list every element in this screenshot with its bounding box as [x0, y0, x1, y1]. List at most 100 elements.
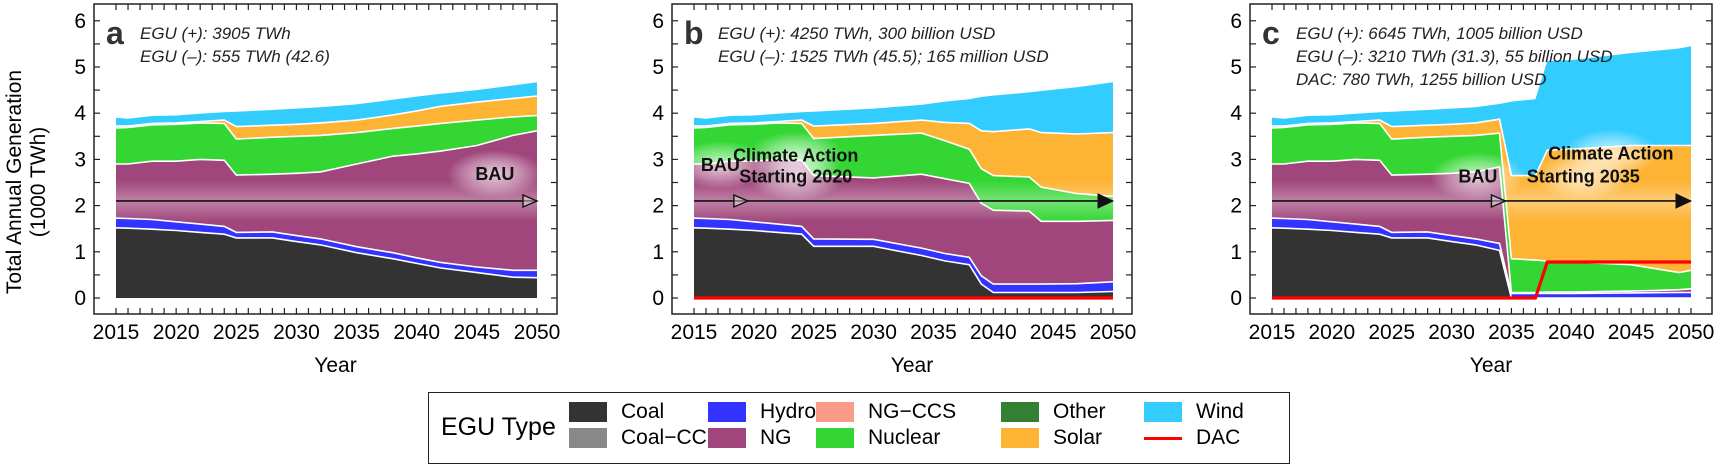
arrow-head-open — [522, 193, 539, 209]
panel-annotation: DAC: 780 TWh, 1255 billion USD — [1296, 70, 1546, 89]
x-tick-label: 2045 — [453, 321, 500, 344]
x-tick-label: 2015 — [1249, 321, 1296, 344]
y-tick-label: 4 — [74, 102, 86, 125]
legend-swatch-coal-ccs — [569, 428, 607, 448]
panel-annotation: EGU (+): 3905 TWh — [140, 24, 291, 43]
legend-swatch-nuclear — [816, 428, 854, 448]
legend-label: Wind — [1196, 400, 1244, 423]
area-hydro — [116, 218, 537, 278]
scenario-label: Starting 2020 — [739, 167, 852, 187]
y-tick-label: 3 — [652, 148, 664, 171]
area-hydro — [1272, 218, 1691, 298]
scenario-label: BAU — [701, 155, 740, 175]
area-coal — [1272, 227, 1691, 298]
scenario-label: BAU — [1458, 167, 1497, 187]
y-tick-label: 0 — [652, 287, 664, 310]
y-tick-label: 2 — [652, 195, 664, 218]
boundary-solar — [694, 119, 1114, 135]
legend-label: NG — [760, 426, 792, 449]
arrow-head-open — [733, 193, 750, 209]
x-tick-label: 2050 — [514, 321, 561, 344]
x-tick-label: 2025 — [1368, 321, 1415, 344]
scenario-label: Climate Action — [733, 146, 858, 166]
x-tick-label: 2035 — [910, 321, 957, 344]
line-dac — [1272, 260, 1691, 300]
legend-swatch-solar — [1001, 428, 1039, 448]
legend-swatch-hydro — [708, 402, 746, 422]
legend-item-ng: NG — [708, 426, 792, 450]
legend-label: Coal — [621, 400, 665, 423]
legend-swatch-ng — [708, 428, 746, 448]
x-tick-label: 2015 — [671, 321, 718, 344]
panel-a: 0 1 2 3 4 5 6 2015 2020 2025 2030 2035 2040 2045 2050 Y… — [74, 3, 561, 377]
arrow-head-filled — [1675, 193, 1693, 209]
panel-letter: b — [684, 15, 704, 51]
legend-swatch-coal — [569, 402, 607, 422]
y-tick-label: 2 — [74, 195, 86, 218]
x-tick-label: 2020 — [730, 321, 777, 344]
legend-item-wind: Wind — [1144, 400, 1244, 424]
x-tick-label: 2015 — [93, 321, 140, 344]
y-axis-label: Total Annual Generation (1000 TWh) — [3, 67, 51, 297]
y-tick-label: 1 — [1230, 241, 1242, 264]
panel-letter: c — [1262, 15, 1280, 51]
y-tick-label: 1 — [652, 241, 664, 264]
panel-annotation: EGU (+): 4250 TWh, 300 billion USD — [718, 24, 995, 43]
y-axis-label-line2: (1000 TWh) — [27, 126, 50, 238]
area-coal — [116, 227, 537, 298]
area-wind — [116, 82, 537, 127]
panel-annotation: EGU (–): 1525 TWh (45.5); 165 million US… — [718, 47, 1049, 66]
area-wind — [694, 82, 1113, 134]
label-glow — [446, 150, 543, 199]
x-axis-label: Year — [1470, 354, 1512, 377]
y-tick-label: 6 — [1230, 10, 1242, 33]
x-tick-label: 2045 — [1030, 321, 1077, 344]
legend: EGU Type Coal Coal−CCS Hydro NG NG−CCS N… — [428, 392, 1290, 464]
legend-item-dac: DAC — [1144, 426, 1240, 450]
x-tick-label: 2030 — [1428, 321, 1475, 344]
x-tick-label: 2035 — [333, 321, 380, 344]
x-axis-label: Year — [314, 354, 356, 377]
legend-swatch-ng-ccs — [816, 402, 854, 422]
panel-letter: a — [106, 15, 124, 51]
x-tick-label: 2050 — [1668, 321, 1715, 344]
x-tick-label: 2030 — [273, 321, 320, 344]
y-tick-label: 1 — [74, 241, 86, 264]
legend-swatch-other — [1001, 402, 1039, 422]
y-tick-label: 2 — [1230, 195, 1242, 218]
boundary-coal — [115, 227, 538, 279]
area-nuclear — [116, 115, 537, 176]
y-tick-label: 4 — [652, 102, 664, 125]
area-coal — [694, 227, 1113, 298]
x-tick-label: 2035 — [1488, 321, 1535, 344]
scenario-label: Climate Action — [1548, 143, 1673, 163]
x-tick-label: 2045 — [1608, 321, 1655, 344]
y-tick-label: 5 — [1230, 56, 1242, 79]
legend-label: Other — [1053, 400, 1106, 423]
legend-label: Nuclear — [868, 426, 941, 449]
x-tick-label: 2040 — [393, 321, 440, 344]
scenario-label: BAU — [475, 164, 514, 184]
boundary-solar — [116, 95, 538, 128]
x-axis-label: Year — [891, 354, 933, 377]
panel-annotation: EGU (–): 555 TWh (42.6) — [140, 47, 330, 66]
y-tick-label: 5 — [74, 56, 86, 79]
y-axis-label-line1: Total Annual Generation — [3, 69, 26, 295]
x-tick-label: 2050 — [1090, 321, 1137, 344]
x-tick-label: 2040 — [970, 321, 1017, 344]
legend-label: DAC — [1196, 426, 1241, 449]
x-tick-label: 2020 — [153, 321, 200, 344]
legend-item-nuclear: Nuclear — [816, 426, 940, 450]
panel-c: 0 1 2 3 4 5 6 2015 2020 2025 2030 2035 2040 2045 2050 Y… — [1230, 3, 1715, 377]
x-tick-label: 2025 — [213, 321, 260, 344]
legend-item-coal-ccs: Coal−CCS — [569, 426, 721, 450]
y-tick-label: 4 — [1230, 102, 1242, 125]
label-glow — [672, 140, 769, 189]
legend-item-ng-ccs: NG−CCS — [816, 400, 956, 424]
y-tick-label: 6 — [652, 10, 664, 33]
boundary-nuclear — [115, 114, 538, 140]
x-tick-label: 2040 — [1548, 321, 1595, 344]
legend-item-coal: Coal — [569, 400, 664, 424]
